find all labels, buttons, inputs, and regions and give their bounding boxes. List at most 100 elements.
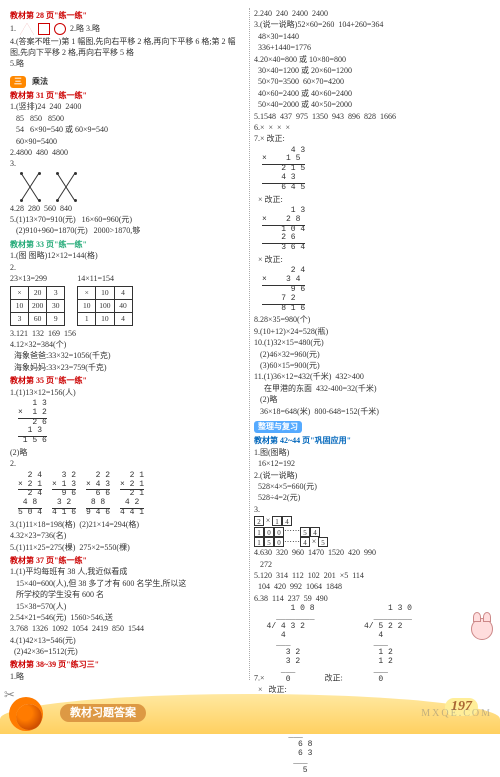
vertical-mult: 4 3 × 1 5 2 1 5 4 3 6 4 5 xyxy=(262,147,490,193)
text-line: 8.28×35=980(个) xyxy=(254,315,490,325)
section-header-p33: 教材第 33 页"练一练" xyxy=(10,240,245,250)
table-label: 14×11=154 xyxy=(77,274,132,284)
text-line: 4.(1)42×13=546(元) xyxy=(10,636,245,646)
text-line: 336+1440=1776 xyxy=(254,43,490,53)
text-line: 104 420 992 1064 1848 xyxy=(254,582,490,592)
section-badge: 三 xyxy=(10,76,26,88)
text-line: 50×40=2000 或 40×50=2000 xyxy=(254,100,490,110)
mascot-icon xyxy=(471,618,499,654)
text-line: 1.(1)平均每班有 38 人,我近似看成 xyxy=(10,567,245,577)
text-line: 7.× 改正: xyxy=(254,134,490,144)
vertical-mult: 2 4 × 3 4 9 6 7 2 8 1 6 xyxy=(262,267,490,313)
text-line: 36×18=648(米) 800-648=152(千米) xyxy=(254,407,490,417)
text-line: 528×4×5=660(元) xyxy=(254,482,490,492)
text-line: 5.1548 437 975 1350 943 896 828 1666 xyxy=(254,112,490,122)
right-column: 2.240 240 2400 2400 3.(说一说略)52×60=260 10… xyxy=(250,8,494,680)
section-header-p31: 教材第 31 页"练一练" xyxy=(10,91,245,101)
text-line: 2. xyxy=(10,459,245,469)
flower-icon xyxy=(16,704,42,730)
text-line: 5.略 xyxy=(10,59,245,69)
text-line: 在甲港的东面 432-400=32(千米) xyxy=(254,384,490,394)
text-line: 5.(1)11×25=275(棵) 275×2=550(棵) xyxy=(10,543,245,553)
text-line: (2)略 xyxy=(254,395,490,405)
section-mul-banner: 三 乘法 xyxy=(10,76,245,88)
text-line: 15×40=600(人),但 38 多了才有 600 名学生,所以这 xyxy=(10,579,245,589)
text-line: 9.(10+12)×24=528(瓶) xyxy=(254,327,490,337)
q1-prefix: 1. xyxy=(10,24,16,34)
text-line: 60×90=5400 xyxy=(10,137,245,147)
text-line: 3.768 1326 1092 1054 2419 850 1544 xyxy=(10,624,245,634)
table-label: 23×13=299 xyxy=(10,274,65,284)
watermark: MXQE.COM xyxy=(421,707,492,720)
text-line: 272 xyxy=(254,560,490,570)
text-line: 2.(说一说略) xyxy=(254,471,490,481)
text-line: 5.120 314 112 102 201 ×5 114 xyxy=(254,571,490,581)
section-badge: 整理与复习 xyxy=(254,421,302,433)
text-line: 3.121 132 169 156 xyxy=(10,329,245,339)
answer-page: 教材第 28 页"练一练" 1. 2.略 3.略 4.(答案不唯一)第 1 幅图… xyxy=(0,0,500,684)
text-line: 3.(说一说略)52×60=260 104+260=364 xyxy=(254,20,490,30)
text-line: 54 6×90=540 或 60×9=540 xyxy=(10,125,245,135)
text-line: (2)42×36=1512(元) xyxy=(10,647,245,657)
text-line: 4.32×23=736(名) xyxy=(10,531,245,541)
text-line: 4.28 280 560 840 xyxy=(10,204,245,214)
text-line: 2.54×21=546(元) 1560>546,送 xyxy=(10,613,245,623)
matching-cross-diagram xyxy=(20,172,90,202)
text-line: 15×38=570(人) xyxy=(10,602,245,612)
text-line: (2)略 xyxy=(10,448,245,458)
left-column: 教材第 28 页"练一练" 1. 2.略 3.略 4.(答案不唯一)第 1 幅图… xyxy=(6,8,250,680)
text-line: 6.× × × × xyxy=(254,123,490,133)
text-line: 3. xyxy=(10,159,245,169)
section-header-p35: 教材第 35 页"练一练" xyxy=(10,376,245,386)
vertical-division: 1 3 0 ________ 4/ 5 2 2 4 ___ 1 2 1 2 __… xyxy=(345,605,412,684)
text-line: 4.630 320 960 1470 1520 420 990 xyxy=(254,548,490,558)
mult-table-1: ×20310200303609 xyxy=(10,286,65,325)
text-line: 1.略 xyxy=(10,672,245,682)
text-line: 2.240 240 2400 2400 xyxy=(254,9,490,19)
section-header-p28: 教材第 28 页"练一练" xyxy=(10,11,245,21)
vertical-mult: 1 3 × 2 8 1 0 4 2 6 3 6 4 xyxy=(262,207,490,253)
text-line: 4.12×32=384(个) xyxy=(10,340,245,350)
mult-table-2: ×10410100401104 xyxy=(77,286,132,325)
text-line: × 改正: xyxy=(254,195,490,205)
text-line: 85 850 8500 xyxy=(10,114,245,124)
text-line: 7.× xyxy=(254,674,265,683)
zhengli-banner: 整理与复习 xyxy=(254,421,490,433)
text-line: 40×60=2400 或 40×60=2400 xyxy=(254,89,490,99)
q1-shapes: 1. 2.略 3.略 xyxy=(10,23,245,35)
text-line: × 改正: xyxy=(254,255,490,265)
text-line: 3.(1)11×18=198(格) (2)21×14=294(格) xyxy=(10,520,245,530)
section-header-p38: 教材第 38~39 页"练习三" xyxy=(10,660,245,670)
text-line: 4.20×40=800 或 10×80=800 xyxy=(254,55,490,65)
text-line: (3)60×15=900(元) xyxy=(254,361,490,371)
text-line: 1.(图 图略)12×12=144(格) xyxy=(10,251,245,261)
text-line: 3. xyxy=(254,505,490,515)
footer-title: 教材习题答案 xyxy=(60,704,146,722)
text-line: 1.(1)13×12=156(人) xyxy=(10,388,245,398)
text-line: 11.(1)36×12=432(千米) 432>400 xyxy=(254,372,490,382)
text-line: 1.(竖排)24 240 2400 xyxy=(10,102,245,112)
circle-icon xyxy=(54,23,66,35)
text-line: 16×12=192 xyxy=(254,459,490,469)
text-line: 30×40=1200 或 20×60=1200 xyxy=(254,66,490,76)
division-row: 7.× 1 0 8 ________ 4/ 4 3 2 4 ___ 3 2 3 … xyxy=(254,605,490,684)
text-line: 5.(1)13×70=910(元) 16×60=960(元) xyxy=(10,215,245,225)
vertical-mult-row: 2 4 × 2 1 2 4 4 85 0 4 3 2 × 1 3 9 6 3 2… xyxy=(18,472,245,518)
boxed-digits-row: 150⋯⋯4×5 xyxy=(254,537,328,547)
text-line: 10.(1)32×15=480(元) xyxy=(254,338,490,348)
vertical-division: 1 0 8 ________ 4/ 4 3 2 4 ___ 3 2 3 2 __… xyxy=(267,605,315,684)
boxed-digits-row: 2×14 xyxy=(254,516,292,526)
triangle-icon xyxy=(20,23,34,35)
square-icon xyxy=(38,23,50,35)
section-header-p37: 教材第 37 页"练一练" xyxy=(10,556,245,566)
text-line: 海象爸爸:33×32=1056(千克) xyxy=(10,351,245,361)
text-line: (2)910+960=1870(元) 2000>1870,够 xyxy=(10,226,245,236)
text-line: 4.(答案不唯一)第 1 幅图,先向右平移 2 格,再向下平移 6 格;第 2 … xyxy=(10,37,245,58)
text-line: (2)46×32=960(元) xyxy=(254,350,490,360)
text-line: 6.38 114 237 59 490 xyxy=(254,594,490,604)
text-line: 改正: xyxy=(325,674,343,683)
text-line: 50×70=3500 60×70=4200 xyxy=(254,77,490,87)
vertical-mult: 1 3 × 1 2 2 6 1 3 1 5 6 xyxy=(18,400,245,446)
section-header-p42: 教材第 42~44 页"巩固应用" xyxy=(254,436,490,446)
text-line: 2. xyxy=(10,263,245,273)
